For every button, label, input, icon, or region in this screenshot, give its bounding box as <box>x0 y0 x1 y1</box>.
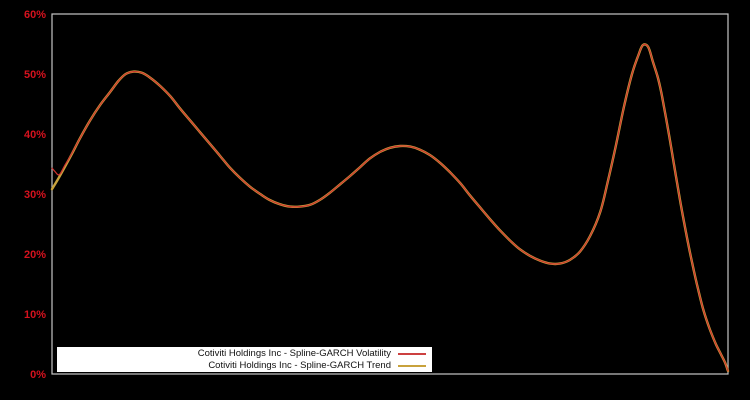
legend: Cotiviti Holdings Inc - Spline-GARCH Vol… <box>57 347 432 372</box>
legend-item-volatility: Cotiviti Holdings Inc - Spline-GARCH Vol… <box>61 348 426 360</box>
y-axis-tick-label: 0% <box>30 369 46 381</box>
legend-line-sample-volatility <box>398 352 426 355</box>
y-axis-tick-label: 60% <box>24 9 46 21</box>
legend-line-sample-trend <box>398 364 426 367</box>
y-axis-tick-label: 50% <box>24 69 46 81</box>
legend-label-trend: Cotiviti Holdings Inc - Spline-GARCH Tre… <box>208 359 391 371</box>
y-axis-tick-label: 20% <box>24 249 46 261</box>
volatility-line <box>51 43 729 372</box>
plot-frame <box>51 13 729 375</box>
y-axis-tick-label: 30% <box>24 189 46 201</box>
legend-label-volatility: Cotiviti Holdings Inc - Spline-GARCH Vol… <box>197 347 391 359</box>
y-axis-tick-label: 40% <box>24 129 46 141</box>
legend-item-trend: Cotiviti Holdings Inc - Spline-GARCH Tre… <box>61 360 426 372</box>
y-axis-tick-label: 10% <box>24 309 46 321</box>
